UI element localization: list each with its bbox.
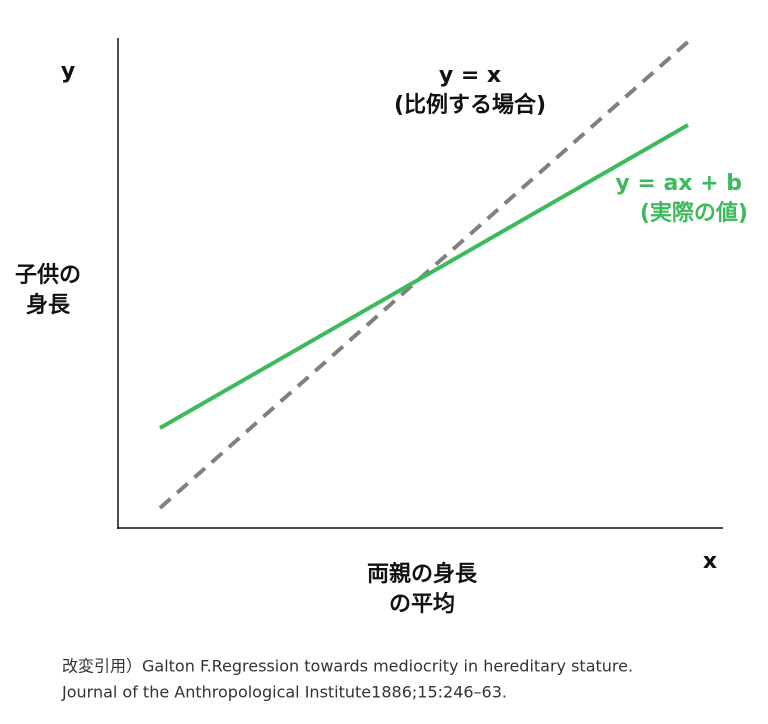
x-axis-label: x	[703, 549, 717, 574]
x-title: の平均	[389, 591, 455, 617]
y-title: 身長	[26, 292, 71, 318]
actual-label: (実際の値)	[640, 200, 748, 226]
proportional-label: y = x	[439, 63, 501, 88]
actual-line	[159, 123, 689, 430]
x-title: 両親の身長	[367, 561, 478, 587]
actual-label: y = ax + b	[615, 171, 742, 196]
citation: 改変引用）Galton F.Regression towards mediocr…	[62, 657, 633, 676]
y-axis-label: y	[61, 59, 75, 84]
citation: Journal of the Anthropological Institute…	[61, 683, 507, 702]
y-title: 子供の	[15, 262, 81, 288]
proportional-label: (比例する場合)	[394, 92, 546, 118]
